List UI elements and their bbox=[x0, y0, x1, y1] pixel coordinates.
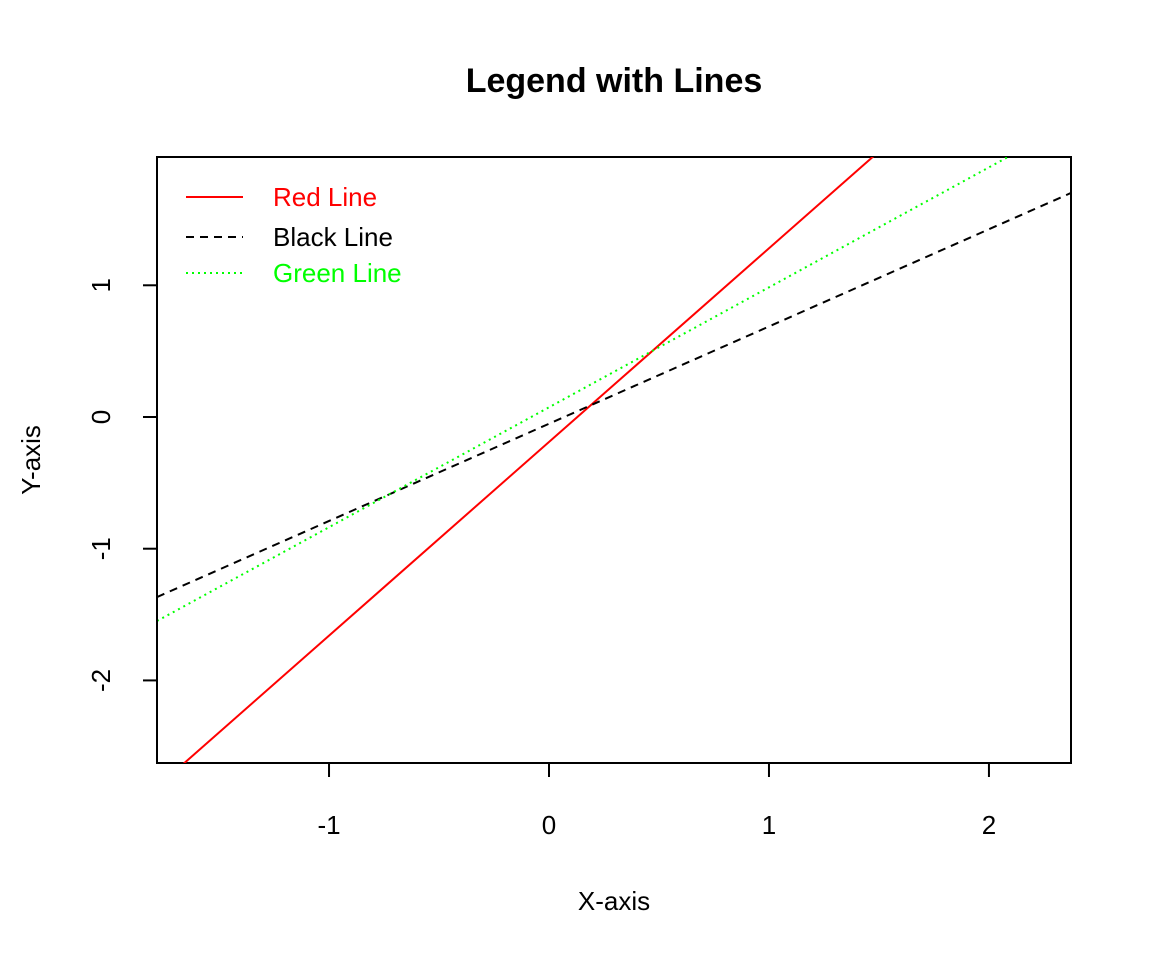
x-tick-label: -1 bbox=[317, 810, 340, 840]
x-tick-label: 1 bbox=[762, 810, 776, 840]
legend-label: Red Line bbox=[273, 182, 377, 212]
x-tick-label: 2 bbox=[982, 810, 996, 840]
legend-label: Green Line bbox=[273, 258, 402, 288]
x-tick-label: 0 bbox=[542, 810, 556, 840]
x-axis-label: X-axis bbox=[578, 886, 650, 916]
y-tick-label: 1 bbox=[86, 278, 116, 292]
y-tick-label: -1 bbox=[86, 537, 116, 560]
series-line bbox=[182, 157, 875, 763]
y-tick-label: 0 bbox=[86, 410, 116, 424]
legend-label: Black Line bbox=[273, 222, 393, 252]
y-tick-label: -2 bbox=[86, 669, 116, 692]
series-line bbox=[157, 192, 1071, 598]
plot-area bbox=[157, 157, 1071, 763]
chart-title: Legend with Lines bbox=[466, 62, 763, 100]
y-axis-label: Y-axis bbox=[16, 425, 46, 495]
